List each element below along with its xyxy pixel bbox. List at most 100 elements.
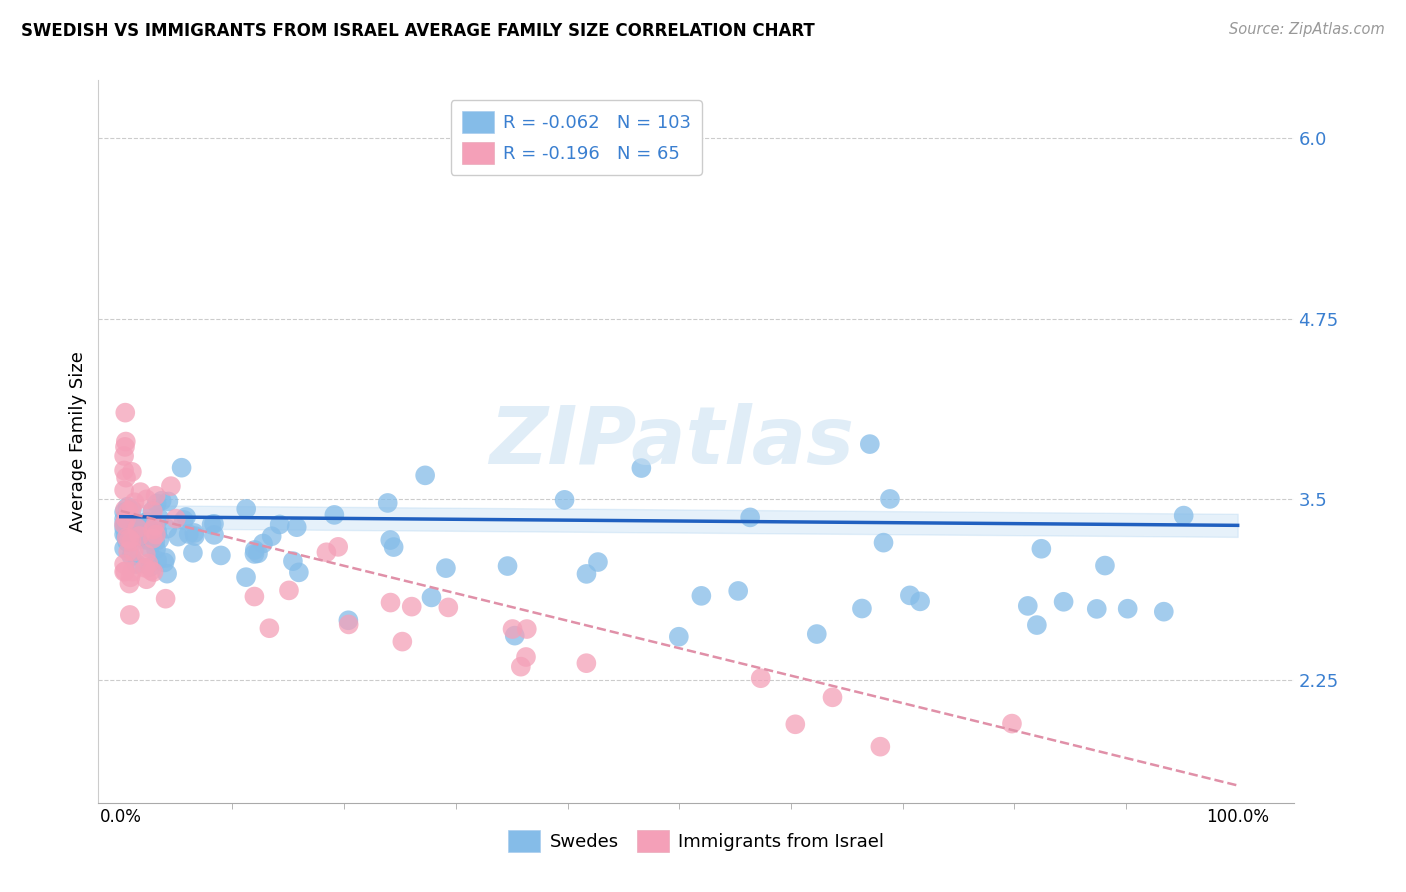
Point [121, 565, 143, 579]
Point [115, 510, 138, 524]
Point [129, 525, 152, 540]
Point [118, 504, 141, 518]
Point [112, 505, 135, 519]
Point [165, 511, 187, 525]
Point [872, 535, 894, 549]
Point [377, 496, 399, 510]
Point [1116, 601, 1139, 615]
Point [554, 492, 576, 507]
Point [128, 520, 150, 534]
Point [114, 406, 136, 420]
Point [235, 570, 257, 584]
Point [135, 547, 157, 561]
Point [115, 528, 138, 542]
Point [142, 504, 165, 518]
Point [142, 565, 165, 579]
Point [112, 557, 135, 571]
Point [118, 607, 141, 622]
Point [121, 465, 143, 479]
Point [851, 601, 873, 615]
Point [117, 500, 139, 514]
Point [785, 717, 807, 731]
Point [134, 561, 156, 575]
Point [740, 510, 762, 524]
Point [115, 471, 138, 485]
Point [859, 437, 882, 451]
Point [112, 512, 135, 526]
Point [138, 557, 160, 571]
Point [1025, 618, 1047, 632]
Point [181, 546, 204, 560]
Point [285, 520, 308, 534]
Point [128, 529, 150, 543]
Point [1017, 599, 1039, 613]
Point [1052, 595, 1074, 609]
Point [146, 524, 169, 539]
Point [173, 513, 195, 527]
Point [281, 554, 304, 568]
Point [135, 492, 157, 507]
Point [115, 523, 138, 537]
Point [112, 517, 135, 532]
Point [145, 527, 167, 541]
Point [1153, 605, 1175, 619]
Point [118, 576, 141, 591]
Point [243, 547, 266, 561]
Point [252, 536, 274, 550]
Point [337, 617, 360, 632]
Point [145, 542, 167, 557]
Point [142, 523, 165, 537]
Point [139, 524, 162, 538]
Point [1031, 541, 1053, 556]
Point [145, 497, 167, 511]
Point [127, 533, 149, 547]
Point [139, 532, 162, 546]
Point [115, 534, 138, 549]
Point [112, 565, 135, 579]
Point [1173, 508, 1195, 523]
Point [382, 540, 405, 554]
Point [131, 522, 153, 536]
Point [148, 533, 170, 547]
Point [869, 739, 891, 754]
Point [167, 530, 190, 544]
Point [135, 533, 157, 547]
Point [115, 512, 138, 526]
Point [150, 493, 173, 508]
Point [139, 560, 162, 574]
Point [821, 690, 844, 705]
Point [112, 463, 135, 477]
Y-axis label: Average Family Size: Average Family Size [69, 351, 87, 532]
Point [337, 613, 360, 627]
Point [120, 549, 142, 564]
Point [1001, 716, 1024, 731]
Point [118, 532, 141, 546]
Point [114, 434, 136, 449]
Point [127, 521, 149, 535]
Point [420, 591, 443, 605]
Point [315, 545, 337, 559]
Point [112, 483, 135, 498]
Point [323, 508, 346, 522]
Point [127, 529, 149, 543]
Point [112, 521, 135, 535]
Point [174, 510, 197, 524]
Point [401, 599, 423, 614]
Point [247, 546, 270, 560]
Point [503, 629, 526, 643]
Point [146, 554, 169, 568]
Point [434, 561, 457, 575]
Point [121, 534, 143, 549]
Point [125, 557, 148, 571]
Point [118, 517, 141, 532]
Point [112, 517, 135, 532]
Point [131, 526, 153, 541]
Point [328, 540, 350, 554]
Point [121, 503, 143, 517]
Point [112, 449, 135, 463]
Point [586, 555, 609, 569]
Point [516, 622, 538, 636]
Point [259, 621, 281, 635]
Point [170, 460, 193, 475]
Point [122, 545, 145, 559]
